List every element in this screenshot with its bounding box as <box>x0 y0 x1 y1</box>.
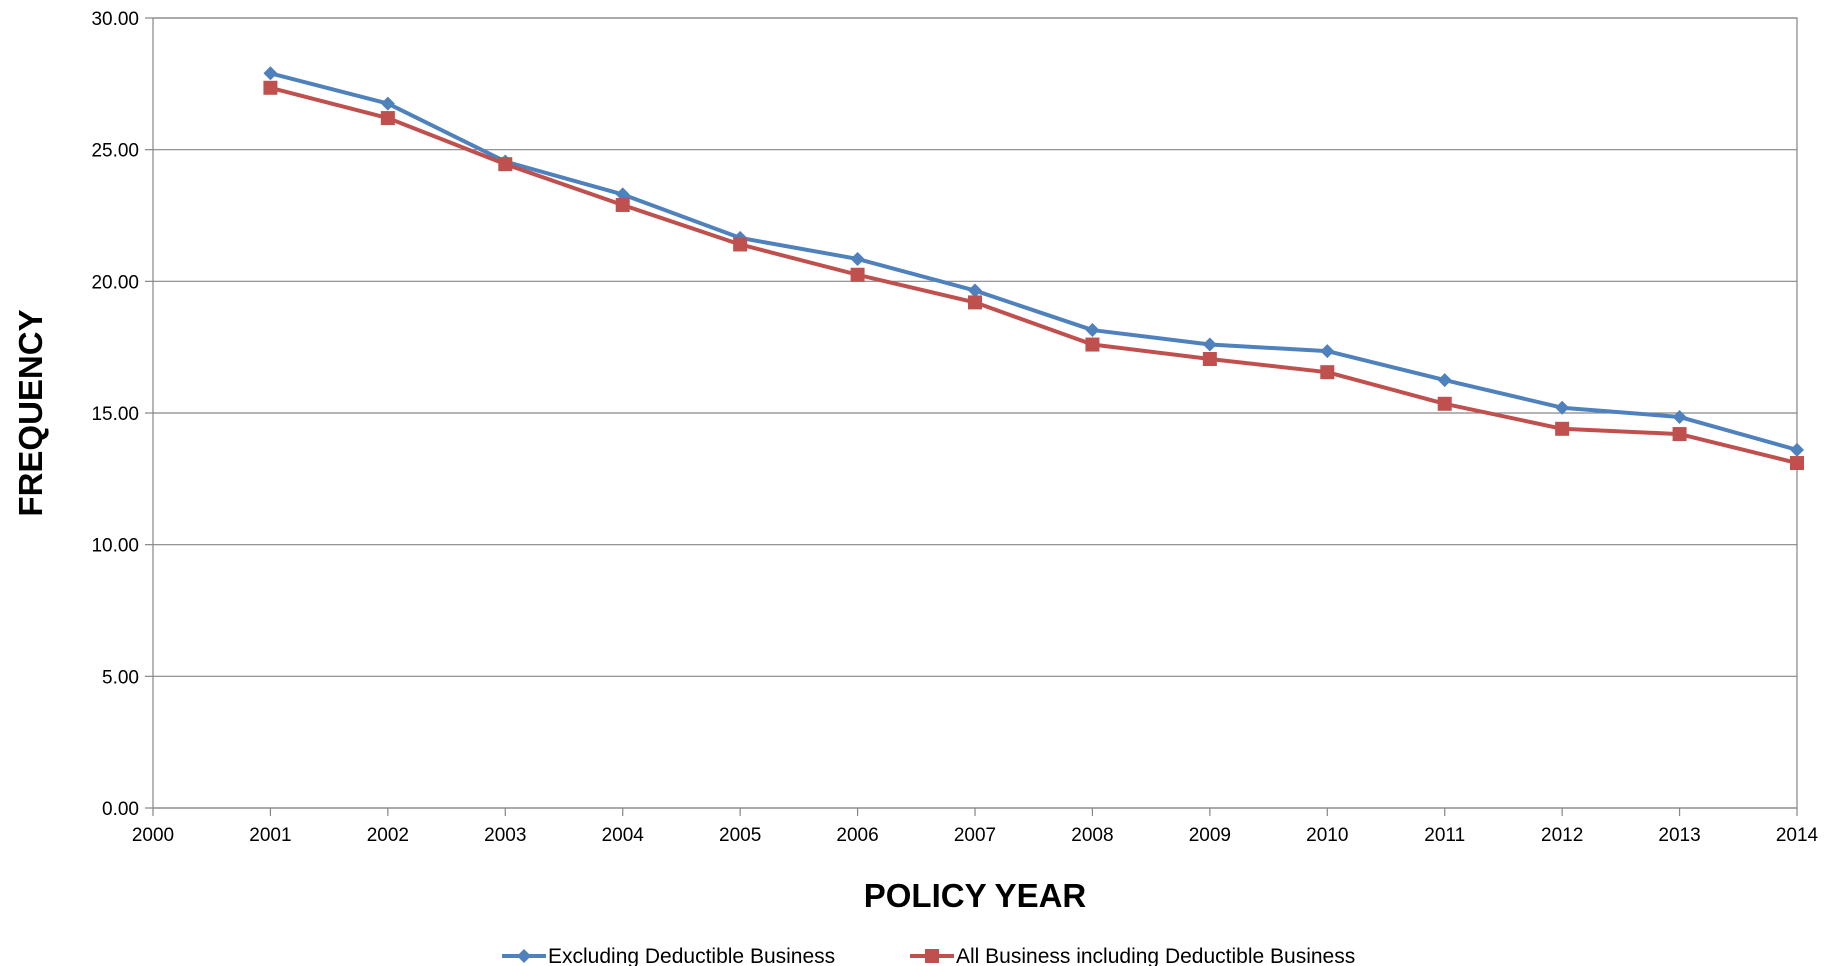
data-point-diamond <box>968 283 982 298</box>
data-point-square <box>1202 352 1217 367</box>
y-tick-label: 15.00 <box>91 404 139 425</box>
x-tick-label: 2000 <box>132 825 174 846</box>
series-layer <box>263 66 1804 471</box>
data-point-square <box>1790 456 1804 471</box>
grid-lines <box>153 17 1797 809</box>
data-point-square <box>733 237 748 252</box>
data-point-diamond <box>263 66 278 81</box>
data-point-diamond <box>380 96 395 111</box>
data-point-square <box>1555 421 1570 436</box>
data-point-diamond <box>1672 409 1687 424</box>
y-tick-label: 30.00 <box>91 9 139 30</box>
data-point-diamond <box>1085 323 1100 338</box>
y-tick-label: 5.00 <box>102 667 139 688</box>
axes: 0.00 5.00 10.00 15.00 20.00 25.00 30.00 2000 200… <box>91 9 1818 846</box>
data-point-square <box>1672 427 1687 442</box>
x-tick-label: 2012 <box>1541 825 1583 846</box>
y-tick-label: 0.00 <box>102 799 139 820</box>
legend-label-all-business: All Business including Deductible Busine… <box>956 945 1355 966</box>
data-point-square <box>1320 365 1335 380</box>
legend-item-all-business: All Business including Deductible Busine… <box>910 945 1355 966</box>
y-tick-label: 25.00 <box>91 141 139 162</box>
x-tick-label: 2003 <box>484 825 526 846</box>
x-tick-label: 2010 <box>1306 825 1348 846</box>
x-tick-label: 2013 <box>1658 825 1700 846</box>
series-line-2 <box>269 85 1798 465</box>
x-tick-label: 2005 <box>719 825 761 846</box>
x-tick-label: 2007 <box>954 825 996 846</box>
data-point-diamond <box>1790 442 1804 457</box>
data-point-diamond <box>1320 344 1335 359</box>
x-axis-title: POLICY YEAR <box>864 877 1087 914</box>
data-point-square <box>380 111 395 126</box>
legend-label-excluding-deductible: Excluding Deductible Business <box>548 945 835 966</box>
y-axis-title: FREQUENCY <box>12 309 49 516</box>
legend-item-excluding-deductible: Excluding Deductible Business <box>502 945 835 966</box>
x-tick-label: 2004 <box>602 825 645 846</box>
data-point-square <box>263 80 278 95</box>
data-point-square <box>498 157 513 172</box>
data-point-diamond <box>1555 400 1570 415</box>
data-point-diamond <box>1437 373 1452 388</box>
legend-square-marker <box>925 949 939 963</box>
data-point-diamond <box>850 251 865 266</box>
x-tick-label: 2008 <box>1071 825 1113 846</box>
x-tick-label: 2009 <box>1189 825 1231 846</box>
data-point-square <box>850 267 865 282</box>
legend: Excluding Deductible Business All Busine… <box>502 945 1355 966</box>
data-point-diamond <box>1202 337 1217 352</box>
legend-diamond-marker <box>517 949 531 963</box>
x-tick-label: 2014 <box>1776 825 1819 846</box>
data-point-diamond <box>615 187 630 202</box>
series-line-1 <box>269 71 1798 452</box>
data-point-square <box>1085 337 1100 352</box>
x-tick-label: 2002 <box>367 825 409 846</box>
data-point-square <box>1437 396 1452 411</box>
data-point-square <box>615 197 630 212</box>
x-tick-label: 2001 <box>249 825 291 846</box>
y-tick-label: 20.00 <box>91 272 139 293</box>
y-tick-label: 10.00 <box>91 536 139 557</box>
x-tick-label: 2011 <box>1424 825 1465 846</box>
data-point-square <box>968 295 982 310</box>
x-tick-label: 2006 <box>836 825 878 846</box>
